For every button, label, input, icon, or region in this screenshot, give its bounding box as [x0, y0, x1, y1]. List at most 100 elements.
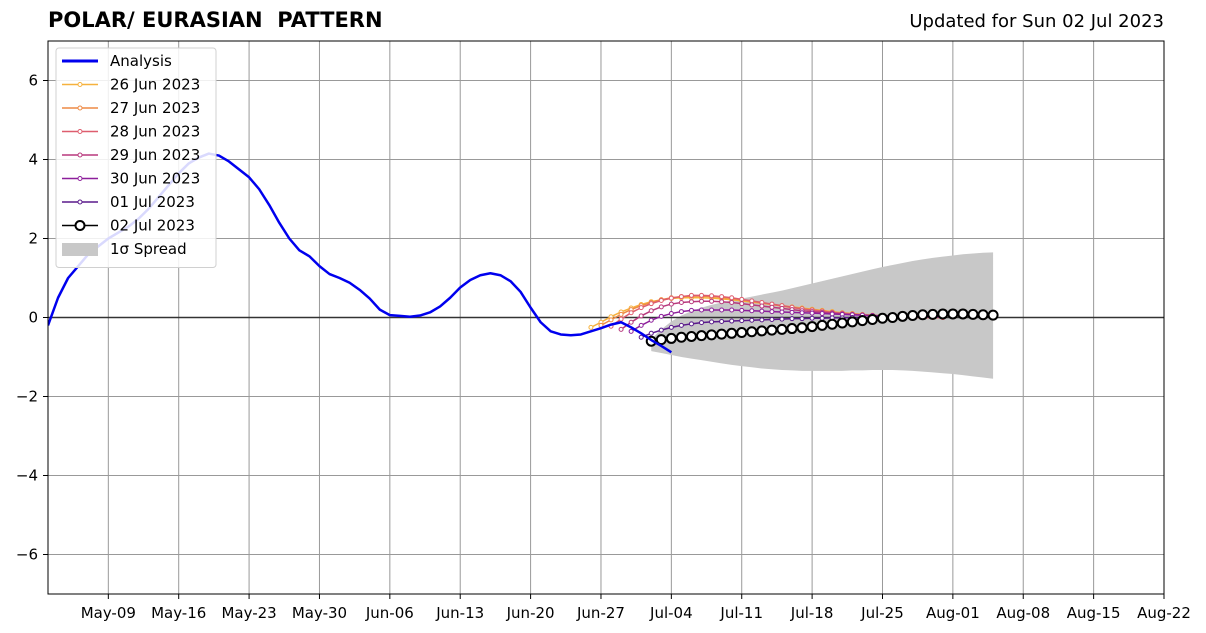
forecast-point [977, 309, 989, 321]
forecast-point [887, 312, 899, 323]
forecast-point [618, 326, 624, 332]
legend-marker [74, 220, 86, 231]
forecast-point [719, 318, 725, 324]
forecast-point [819, 315, 825, 321]
forecast-point [648, 317, 654, 323]
legend-marker [77, 105, 83, 111]
x-tick-label: Jul-11 [719, 604, 763, 622]
forecast-point [696, 330, 708, 342]
legend-label: 28 Jun 2023 [110, 123, 200, 141]
y-tick-label: −4 [16, 467, 38, 485]
forecast-point [658, 327, 664, 333]
forecast-point [678, 294, 684, 300]
forecast-point [769, 309, 775, 315]
forecast-point [719, 299, 725, 305]
forecast-point [668, 324, 674, 330]
x-tick-label: May-30 [292, 604, 347, 622]
forecast-point [786, 323, 798, 335]
y-tick-label: 6 [28, 72, 38, 90]
forecast-point [776, 323, 788, 335]
forecast-point [706, 329, 718, 341]
forecast-point [719, 294, 725, 300]
forecast-point [638, 334, 644, 340]
x-tick-label: Jul-04 [649, 604, 693, 622]
x-tick-label: Aug-22 [1137, 604, 1191, 622]
y-tick-label: 2 [28, 230, 38, 248]
legend-marker [77, 176, 83, 181]
forecast-point [699, 298, 705, 304]
forecast-point [658, 304, 664, 310]
forecast-point [809, 315, 815, 321]
forecast-point [756, 325, 768, 337]
forecast-point [678, 299, 684, 305]
forecast-point [779, 316, 785, 322]
chart-title: POLAR/ EURASIAN PATTERN [48, 8, 383, 32]
forecast-point [856, 315, 868, 327]
forecast-point [819, 311, 825, 317]
forecast-point [739, 301, 745, 307]
x-tick-label: May-23 [221, 604, 276, 622]
legend-label: 1σ Spread [110, 240, 187, 258]
forecast-point [789, 316, 795, 322]
forecast-point [799, 316, 805, 322]
forecast-point [749, 302, 755, 308]
forecast-point [648, 308, 654, 314]
forecast-point [729, 318, 735, 324]
forecast-point [638, 322, 644, 328]
legend: Analysis 26 Jun 2023 27 Jun 2023 28 Jun 202… [55, 47, 217, 268]
axis-ticks: May-09 May-16 May-23 May-30 Jun-06 Jun-13 Jun-… [16, 72, 1191, 623]
forecast-point [668, 301, 674, 307]
forecast-point [836, 317, 848, 329]
legend-label: 27 Jun 2023 [110, 99, 200, 117]
forecast-point [658, 298, 664, 304]
legend-marker [77, 152, 83, 158]
forecast-point [729, 295, 735, 301]
forecast-point [876, 312, 888, 324]
forecast-point [648, 330, 654, 336]
forecast-point [729, 307, 735, 313]
updated-date: Updated for Sun 02 Jul 2023 [909, 11, 1164, 32]
forecast-point [816, 319, 828, 331]
forecast-point [759, 317, 765, 323]
forecast-point [749, 298, 755, 304]
legend-label: 30 Jun 2023 [110, 170, 200, 188]
forecast-point [846, 316, 858, 328]
forecast-point [826, 318, 838, 330]
forecast-point [658, 313, 664, 319]
forecast-point [769, 304, 775, 310]
legend-marker [77, 129, 83, 134]
forecast-point [759, 303, 765, 309]
x-tick-label: Aug-15 [1067, 604, 1121, 622]
forecast-point [716, 328, 728, 340]
forecast-point [829, 311, 835, 317]
legend-marker [77, 199, 83, 205]
forecast-point [789, 309, 795, 315]
forecast-point [917, 309, 929, 321]
forecast-point [967, 308, 979, 320]
forecast-point [688, 321, 694, 327]
forecast-point [719, 307, 725, 313]
legend-label: 29 Jun 2023 [110, 146, 200, 164]
forecast-point [618, 311, 624, 317]
forecast-point [699, 320, 705, 326]
forecast-point [709, 307, 715, 313]
x-tick-label: May-16 [151, 604, 206, 622]
x-tick-label: Jun-13 [435, 604, 484, 622]
x-tick-label: Jul-25 [860, 604, 904, 622]
forecast-point [588, 324, 594, 330]
forecast-point [628, 310, 634, 316]
forecast-point [688, 299, 694, 305]
forecast-point [739, 307, 745, 313]
x-tick-label: Aug-08 [996, 604, 1050, 622]
legend-swatch-spread [62, 243, 98, 256]
forecast-point [957, 308, 969, 320]
forecast-point [779, 309, 785, 315]
forecast-point [769, 316, 775, 322]
forecast-point [739, 296, 745, 302]
forecast-point [809, 310, 815, 316]
forecast-point [668, 311, 674, 317]
forecast-point [866, 313, 878, 325]
forecast-point [685, 330, 697, 342]
forecast-point [648, 301, 654, 307]
forecast-point [688, 292, 694, 298]
